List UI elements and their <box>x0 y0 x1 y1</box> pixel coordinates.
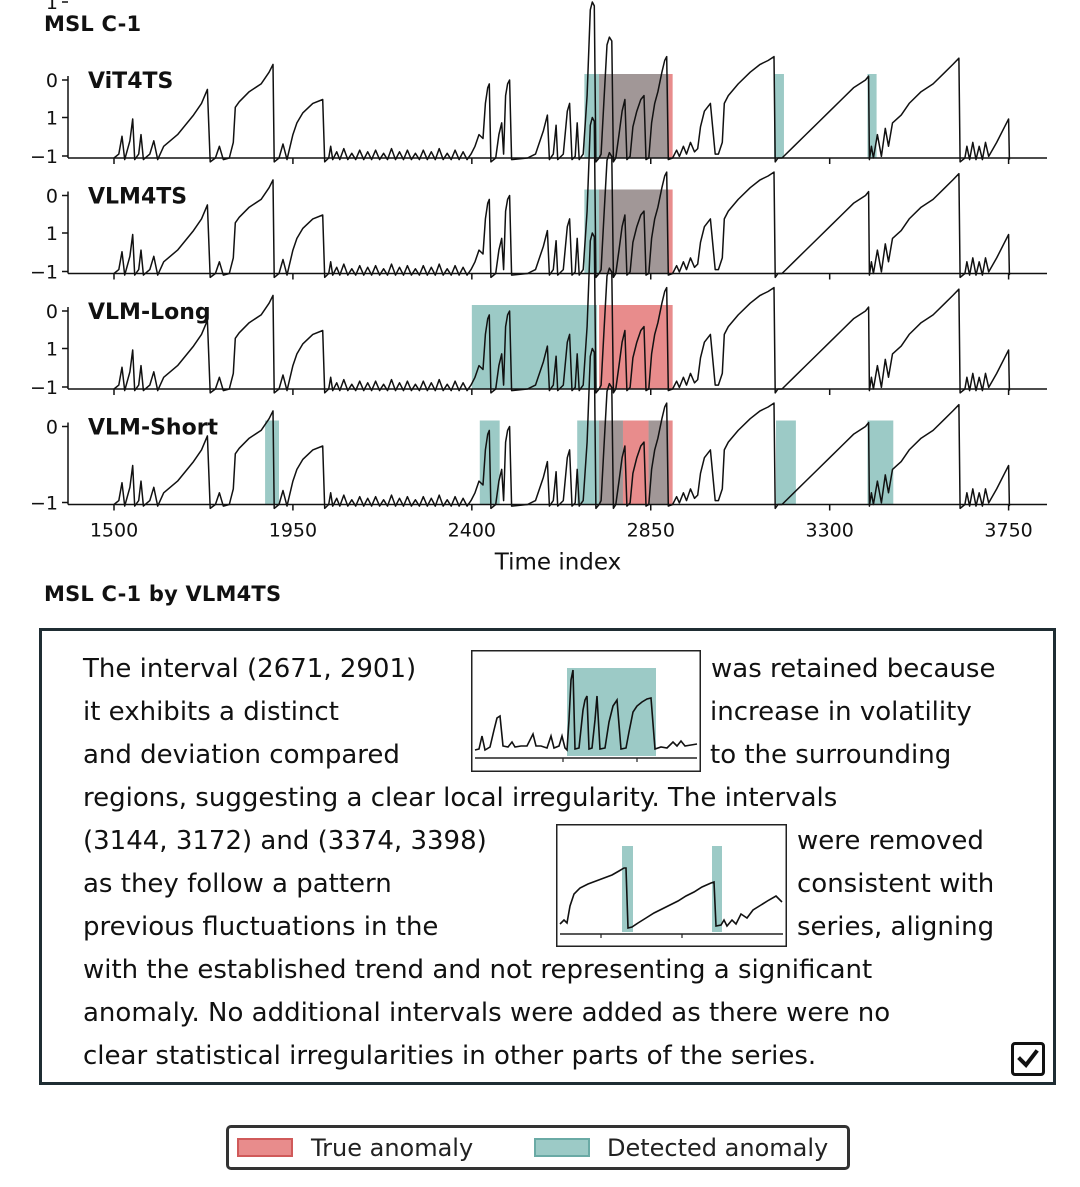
y-tick-label: −1 <box>30 377 58 399</box>
x-tick-label: 3300 <box>806 520 854 542</box>
detected-anomaly-band <box>265 420 280 505</box>
explanation-line: The interval (2671, 2901) <box>83 654 417 684</box>
detected-anomaly-band <box>776 420 796 505</box>
panel-vit4ts: 1 0 −1 ViT4TS <box>30 0 1047 168</box>
detected-anomaly-band <box>584 189 600 274</box>
y-tick-label: −1 <box>30 493 58 515</box>
panel-title: VLM-Short <box>88 416 219 441</box>
detected-anomaly-band <box>867 420 894 505</box>
series-line <box>113 347 1011 510</box>
explanation-line: increase in volatility <box>710 697 972 727</box>
explanation-line: previous fluctuations in the <box>83 912 439 942</box>
y-tick-label: 1 <box>46 0 58 14</box>
thumbnail-detected-region <box>712 846 722 932</box>
y-tick-label: 0 <box>46 70 58 92</box>
x-tick-label: 2400 <box>448 520 496 542</box>
figure-title: MSL C-1 <box>44 12 142 36</box>
series-line <box>113 1 1011 163</box>
y-tick-label: 1 <box>46 223 58 245</box>
legend: True anomaly Detected anomaly <box>226 1125 850 1170</box>
explanation-line: it exhibits a distinct <box>83 697 339 727</box>
explanation-box: The interval (2671, 2901) it exhibits a … <box>39 628 1056 1085</box>
panel-vlm4ts: 1 0 −1 VLM4TS <box>30 108 1047 284</box>
detected-anomaly-band <box>584 74 600 158</box>
detected-anomaly-band <box>577 420 600 505</box>
explanation-line: as they follow a pattern <box>83 869 392 899</box>
y-tick-label: 0 <box>46 301 58 323</box>
y-tick-label: −1 <box>30 262 58 284</box>
y-tick-label: 0 <box>46 417 58 439</box>
y-tick-label: 0 <box>46 186 58 208</box>
x-axis-label: Time index <box>494 550 622 576</box>
retained-interval-thumbnail <box>471 650 701 772</box>
y-tick-label: −1 <box>30 146 58 168</box>
detected-anomaly-swatch <box>534 1138 590 1157</box>
legend-true-anomaly: True anomaly <box>311 1134 474 1162</box>
panel-title: VLM4TS <box>88 185 187 210</box>
x-tick-label: 1500 <box>90 520 138 542</box>
x-tick-label: 3750 <box>984 520 1032 542</box>
explanation-line: series, aligning <box>797 912 995 942</box>
explanation-line: anomaly. No additional intervals were ad… <box>83 998 891 1028</box>
legend-detected-anomaly: Detected anomaly <box>607 1134 829 1162</box>
x-tick-label: 2850 <box>627 520 675 542</box>
overlap-band <box>599 189 669 274</box>
removed-intervals-thumbnail <box>556 824 787 947</box>
anomaly-chart: 1 0 −1 ViT4TS 1 0 −1 VLM4TS 1 0 −1 VLM-Long 1 0 −1 VLM-… <box>30 0 1047 576</box>
panel-vlm-long: 1 0 −1 VLM-Long <box>30 223 1047 399</box>
explanation-line: with the established trend and not repre… <box>83 955 873 985</box>
explanation-title: MSL C-1 by VLM4TS <box>44 582 282 606</box>
explanation-line: was retained because <box>711 654 996 684</box>
panel-title: ViT4TS <box>88 69 173 94</box>
explanation-line: regions, suggesting a clear local irregu… <box>83 783 838 813</box>
y-tick-label: 1 <box>46 108 58 130</box>
true-anomaly-swatch <box>237 1138 293 1157</box>
overlap-band <box>599 74 669 158</box>
y-tick-label: 1 <box>46 339 58 361</box>
overlap-band <box>648 420 663 505</box>
panel-title: VLM-Long <box>88 300 211 325</box>
explanation-line: to the surrounding <box>710 740 952 770</box>
check-icon <box>1011 1042 1045 1076</box>
detected-anomaly-band <box>867 74 877 158</box>
series-line <box>113 232 1011 394</box>
series-line <box>113 116 1011 279</box>
explanation-line: (3144, 3172) and (3374, 3398) <box>83 826 487 856</box>
x-tick-label: 1950 <box>269 520 317 542</box>
explanation-line: consistent with <box>797 869 995 899</box>
explanation-line: were removed <box>797 826 984 856</box>
explanation-line: clear statistical irregularities in othe… <box>83 1041 817 1071</box>
panel-vlm-short: 1 0 −1 VLM-Short <box>30 339 1047 515</box>
overlap-band <box>616 420 623 505</box>
explanation-line: and deviation compared <box>83 740 400 770</box>
detected-anomaly-band <box>774 74 784 158</box>
